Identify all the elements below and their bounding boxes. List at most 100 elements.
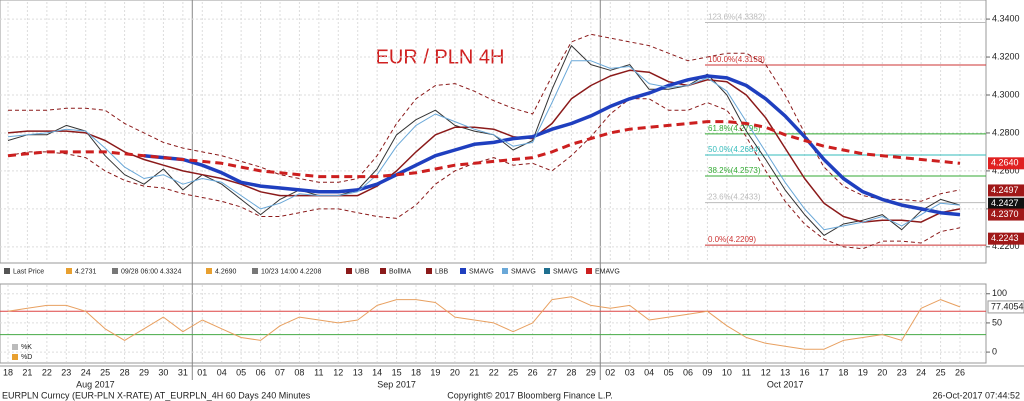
x-tick-label: 30 [158,367,168,377]
legend-swatch [380,268,386,274]
x-tick-label: 22 [489,367,499,377]
legend-swatch [346,268,352,274]
x-tick-label: 18 [411,367,421,377]
footer-left: EURPLN Curncy (EUR-PLN X-RATE) AT_EURPLN… [2,390,311,400]
value-tag [987,300,1024,314]
legend-label: SMAVG [469,268,494,275]
x-tick-label: 25 [100,367,110,377]
x-tick-label: 04 [644,367,654,377]
footer-right: 26-Oct-2017 07:44:52 [932,390,1020,400]
legend-label: SMAVG [553,268,578,275]
legend-label: 4.2690 [215,268,237,275]
legend-swatch [66,268,72,274]
series-line [7,296,961,350]
x-tick-label: 12 [333,367,343,377]
price-tag [988,208,1024,221]
x-tick-label: 08 [294,367,304,377]
y-tick-label: 4.3200 [992,51,1020,61]
x-tick-label: 22 [42,367,52,377]
price-tag [988,197,1024,210]
y-tick-label: 4.2600 [992,165,1020,175]
footer-center: Copyright© 2017 Bloomberg Finance L.P. [447,390,613,400]
x-tick-label: 23 [897,367,907,377]
y-tick-label: 50 [992,317,1002,327]
x-tick-label: 24 [916,367,926,377]
month-label: Sep 2017 [377,379,416,389]
series-line [7,69,961,223]
legend-label: LBB [435,268,449,275]
x-tick-label: 04 [217,367,227,377]
x-tick-label: 05 [664,367,674,377]
x-tick-label: 28 [120,367,130,377]
x-tick-label: 01 [197,367,207,377]
x-tick-label: 23 [61,367,71,377]
series-line [7,60,961,231]
legend-swatch [112,268,118,274]
x-tick-label: 28 [566,367,576,377]
x-tick-label: 10 [722,367,732,377]
month-label: Aug 2017 [76,379,115,389]
legend-swatch [12,354,18,360]
price-tag [988,157,1024,170]
price-tag-label: 4.2370 [991,209,1019,219]
legend-label: 4.2731 [75,268,97,275]
x-tick-label: 21 [22,367,32,377]
x-tick-label: 13 [353,367,363,377]
x-tick-label: 15 [392,367,402,377]
y-tick-label: 4.3400 [992,13,1020,23]
x-tick-label: 06 [683,367,693,377]
x-tick-label: 20 [450,367,460,377]
value-tag-label: 77.4054 [991,301,1024,311]
series-line [143,74,961,217]
x-tick-label: 16 [800,367,810,377]
x-tick-label: 12 [761,367,771,377]
series-line [8,33,961,202]
x-tick-label: 13 [780,367,790,377]
legend-label: %D [21,354,32,361]
level-label: 38.2%(4.2573) [708,166,761,175]
x-tick-label: 07 [275,367,285,377]
legend-label: 10/23 14:00 4.2208 [261,268,321,275]
oscillator-panel [0,283,987,364]
x-tick-label: 20 [877,367,887,377]
legend-swatch [426,268,432,274]
x-tick-label: 18 [3,367,13,377]
x-tick-label: 05 [236,367,246,377]
x-tick-label: 18 [838,367,848,377]
x-tick-label: 03 [625,367,635,377]
price-tag-label: 4.2497 [991,185,1019,195]
y-tick-label: 4.3000 [992,89,1020,99]
x-tick-label: 21 [469,367,479,377]
x-tick-label: 17 [819,367,829,377]
legend-swatch [4,268,10,274]
legend-swatch [252,268,258,274]
legend-swatch [586,268,592,274]
legend-label: UBB [355,268,370,275]
x-tick-label: 26 [955,367,965,377]
x-tick-label: 25 [936,367,946,377]
x-tick-label: 19 [430,367,440,377]
level-label: 100.0%(4.3158) [708,55,765,64]
series-line [7,45,961,236]
y-tick-label: 0 [992,346,997,356]
x-tick-label: 24 [81,367,91,377]
legend-swatch [206,268,212,274]
y-tick-label: 100 [992,288,1007,298]
level-label: 23.6%(4.2433) [708,193,761,202]
price-tag-label: 4.2427 [991,198,1019,208]
legend-label: %K [21,344,32,351]
legend-label: SMAVG [511,268,536,275]
x-tick-label: 19 [858,367,868,377]
legend-swatch [460,268,466,274]
legend-label: EMAVG [595,268,620,275]
legend-swatch [544,268,550,274]
x-tick-label: 27 [547,367,557,377]
level-label: 0.0%(4.2209) [708,235,756,244]
level-label: 123.6%(4.3382) [708,13,765,22]
legend-swatch [12,344,18,350]
x-tick-label: 14 [372,367,382,377]
price-tag-label: 4.2640 [991,158,1019,168]
y-tick-label: 4.2800 [992,127,1020,137]
legend-label: Last Price [13,268,44,275]
